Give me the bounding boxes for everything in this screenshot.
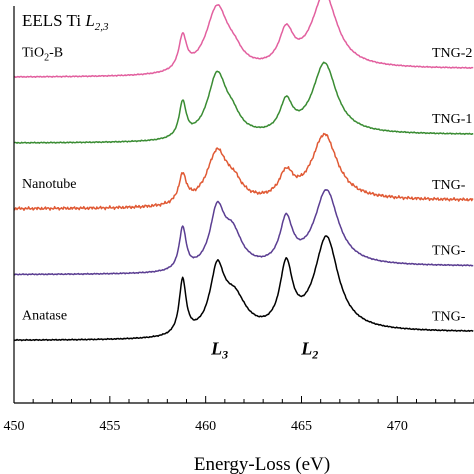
series-label-tng1: TNG-1 [432, 112, 472, 127]
sample-label-nanotube: Nanotube [22, 177, 76, 192]
x-axis-title: Energy-Loss (eV) [194, 454, 330, 474]
series-line-tng1 [13, 61, 474, 144]
x-axis: 450 455 460 465 470 [4, 6, 474, 434]
series-line-tngb [13, 189, 474, 276]
sample-label-anatase: Anatase [22, 308, 67, 323]
series-label-nanotube: TNG- [432, 178, 466, 193]
series-label-tng2: TNG-2 [432, 46, 472, 61]
series-line-tng2 [13, 0, 474, 79]
chart-title: EELS Ti L2,3 [22, 11, 109, 33]
series-label-tngb: TNG- [432, 244, 466, 259]
x-tick-label: 455 [99, 419, 120, 434]
x-tick-label: 460 [195, 419, 216, 434]
x-tick-label: 470 [387, 419, 408, 434]
edge-label: L3 [210, 339, 228, 362]
edge-label: L2 [300, 339, 318, 362]
series-line-nanotube [13, 132, 474, 211]
series-line-anatase [13, 235, 474, 342]
x-tick-label: 450 [4, 419, 25, 434]
x-tick-label: 465 [291, 419, 312, 434]
series-label-anatase: TNG- [432, 309, 466, 324]
sample-label-tng2: TiO2-B [22, 45, 63, 63]
series-layer: TNG-2 TiO2-B TNG-1 TNG- Nanotube TNG- TNG- Anat… [13, 0, 474, 342]
annotation-layer: t2gegt2gegL3L2 [210, 339, 318, 362]
